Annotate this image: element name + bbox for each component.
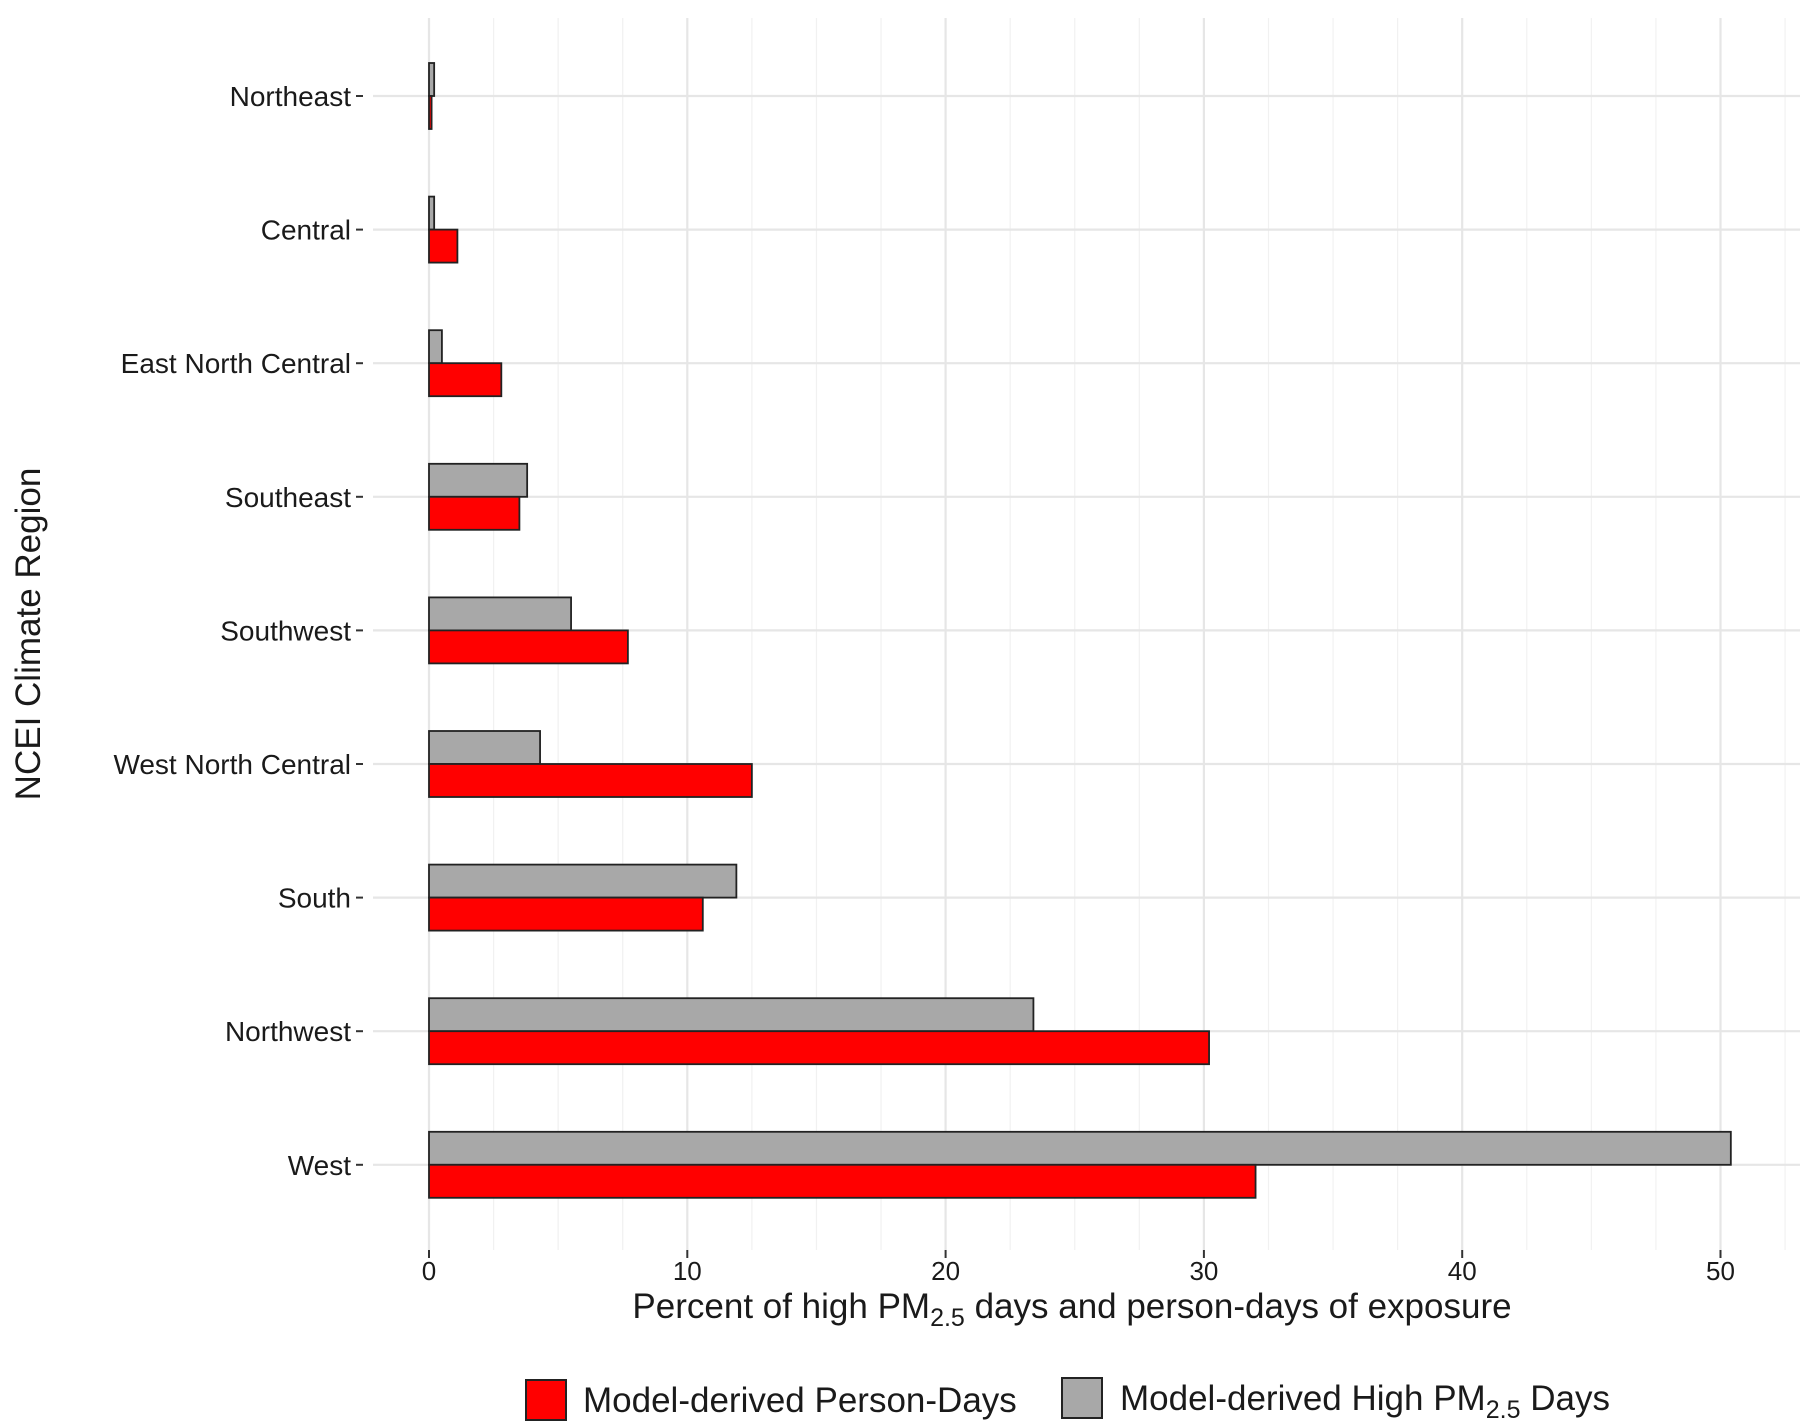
bar-person-days-southwest	[428, 629, 629, 665]
bar-high-pm-days-west-north-central	[428, 730, 541, 765]
bar-person-days-northwest	[428, 1030, 1210, 1066]
x-axis-title: Percent of high PM2.5 days and person-da…	[632, 1287, 1511, 1332]
bar-high-pm-days-southwest	[428, 596, 572, 632]
legend: Model-derived Person-Days Model-derived …	[525, 1377, 1610, 1424]
y-tick-label-central: Central	[261, 215, 351, 246]
x-tick-label-10: 10	[673, 1256, 702, 1286]
x-tick-label-20: 20	[931, 1256, 960, 1286]
legend-label-high-pm-days: Model-derived High PM2.5 Days	[1120, 1379, 1610, 1424]
bar-high-pm-days-east-north-central	[428, 329, 443, 365]
y-tick-label-northwest: Northwest	[225, 1016, 351, 1047]
x-tick-label-30: 30	[1189, 1256, 1218, 1286]
bar-person-days-west-north-central	[428, 763, 753, 798]
y-tick-label-east-north-central: East North Central	[121, 348, 351, 379]
bar-person-days-west	[428, 1163, 1257, 1199]
y-tick-label-west-north-central: West North Central	[113, 749, 351, 780]
bars	[428, 62, 1732, 1199]
y-tick-label-northeast: Northeast	[230, 81, 352, 112]
bar-high-pm-days-northwest	[428, 997, 1035, 1033]
legend-label-person-days: Model-derived Person-Days	[583, 1381, 1017, 1420]
bar-high-pm-days-central	[428, 195, 436, 231]
y-axis-title: NCEI Climate Region	[9, 468, 48, 801]
bar-person-days-northeast	[428, 95, 433, 130]
bar-high-pm-days-northeast	[428, 62, 436, 97]
x-axis-tick-labels: 0 10 20 30 40 50	[422, 1250, 1735, 1286]
legend-key-high-pm-days	[1061, 1377, 1103, 1419]
legend-key-person-days	[525, 1379, 567, 1421]
bar-person-days-southeast	[428, 495, 521, 531]
bar-person-days-south	[428, 896, 704, 932]
y-tick-label-south: South	[278, 883, 351, 914]
bar-person-days-central	[428, 228, 459, 264]
x-tick-label-50: 50	[1706, 1256, 1735, 1286]
x-tick-label-0: 0	[422, 1256, 436, 1286]
x-tick-label-40: 40	[1448, 1256, 1477, 1286]
bar-high-pm-days-south	[428, 863, 738, 899]
bar-person-days-east-north-central	[428, 362, 503, 398]
y-tick-label-southeast: Southeast	[225, 482, 351, 513]
y-tick-label-west: West	[288, 1150, 351, 1181]
bar-high-pm-days-southeast	[428, 462, 529, 498]
y-axis-tick-labels: Northeast Central East North Central Southe…	[113, 81, 363, 1181]
y-tick-label-southwest: Southwest	[220, 615, 351, 646]
bar-high-pm-days-west	[428, 1130, 1732, 1166]
